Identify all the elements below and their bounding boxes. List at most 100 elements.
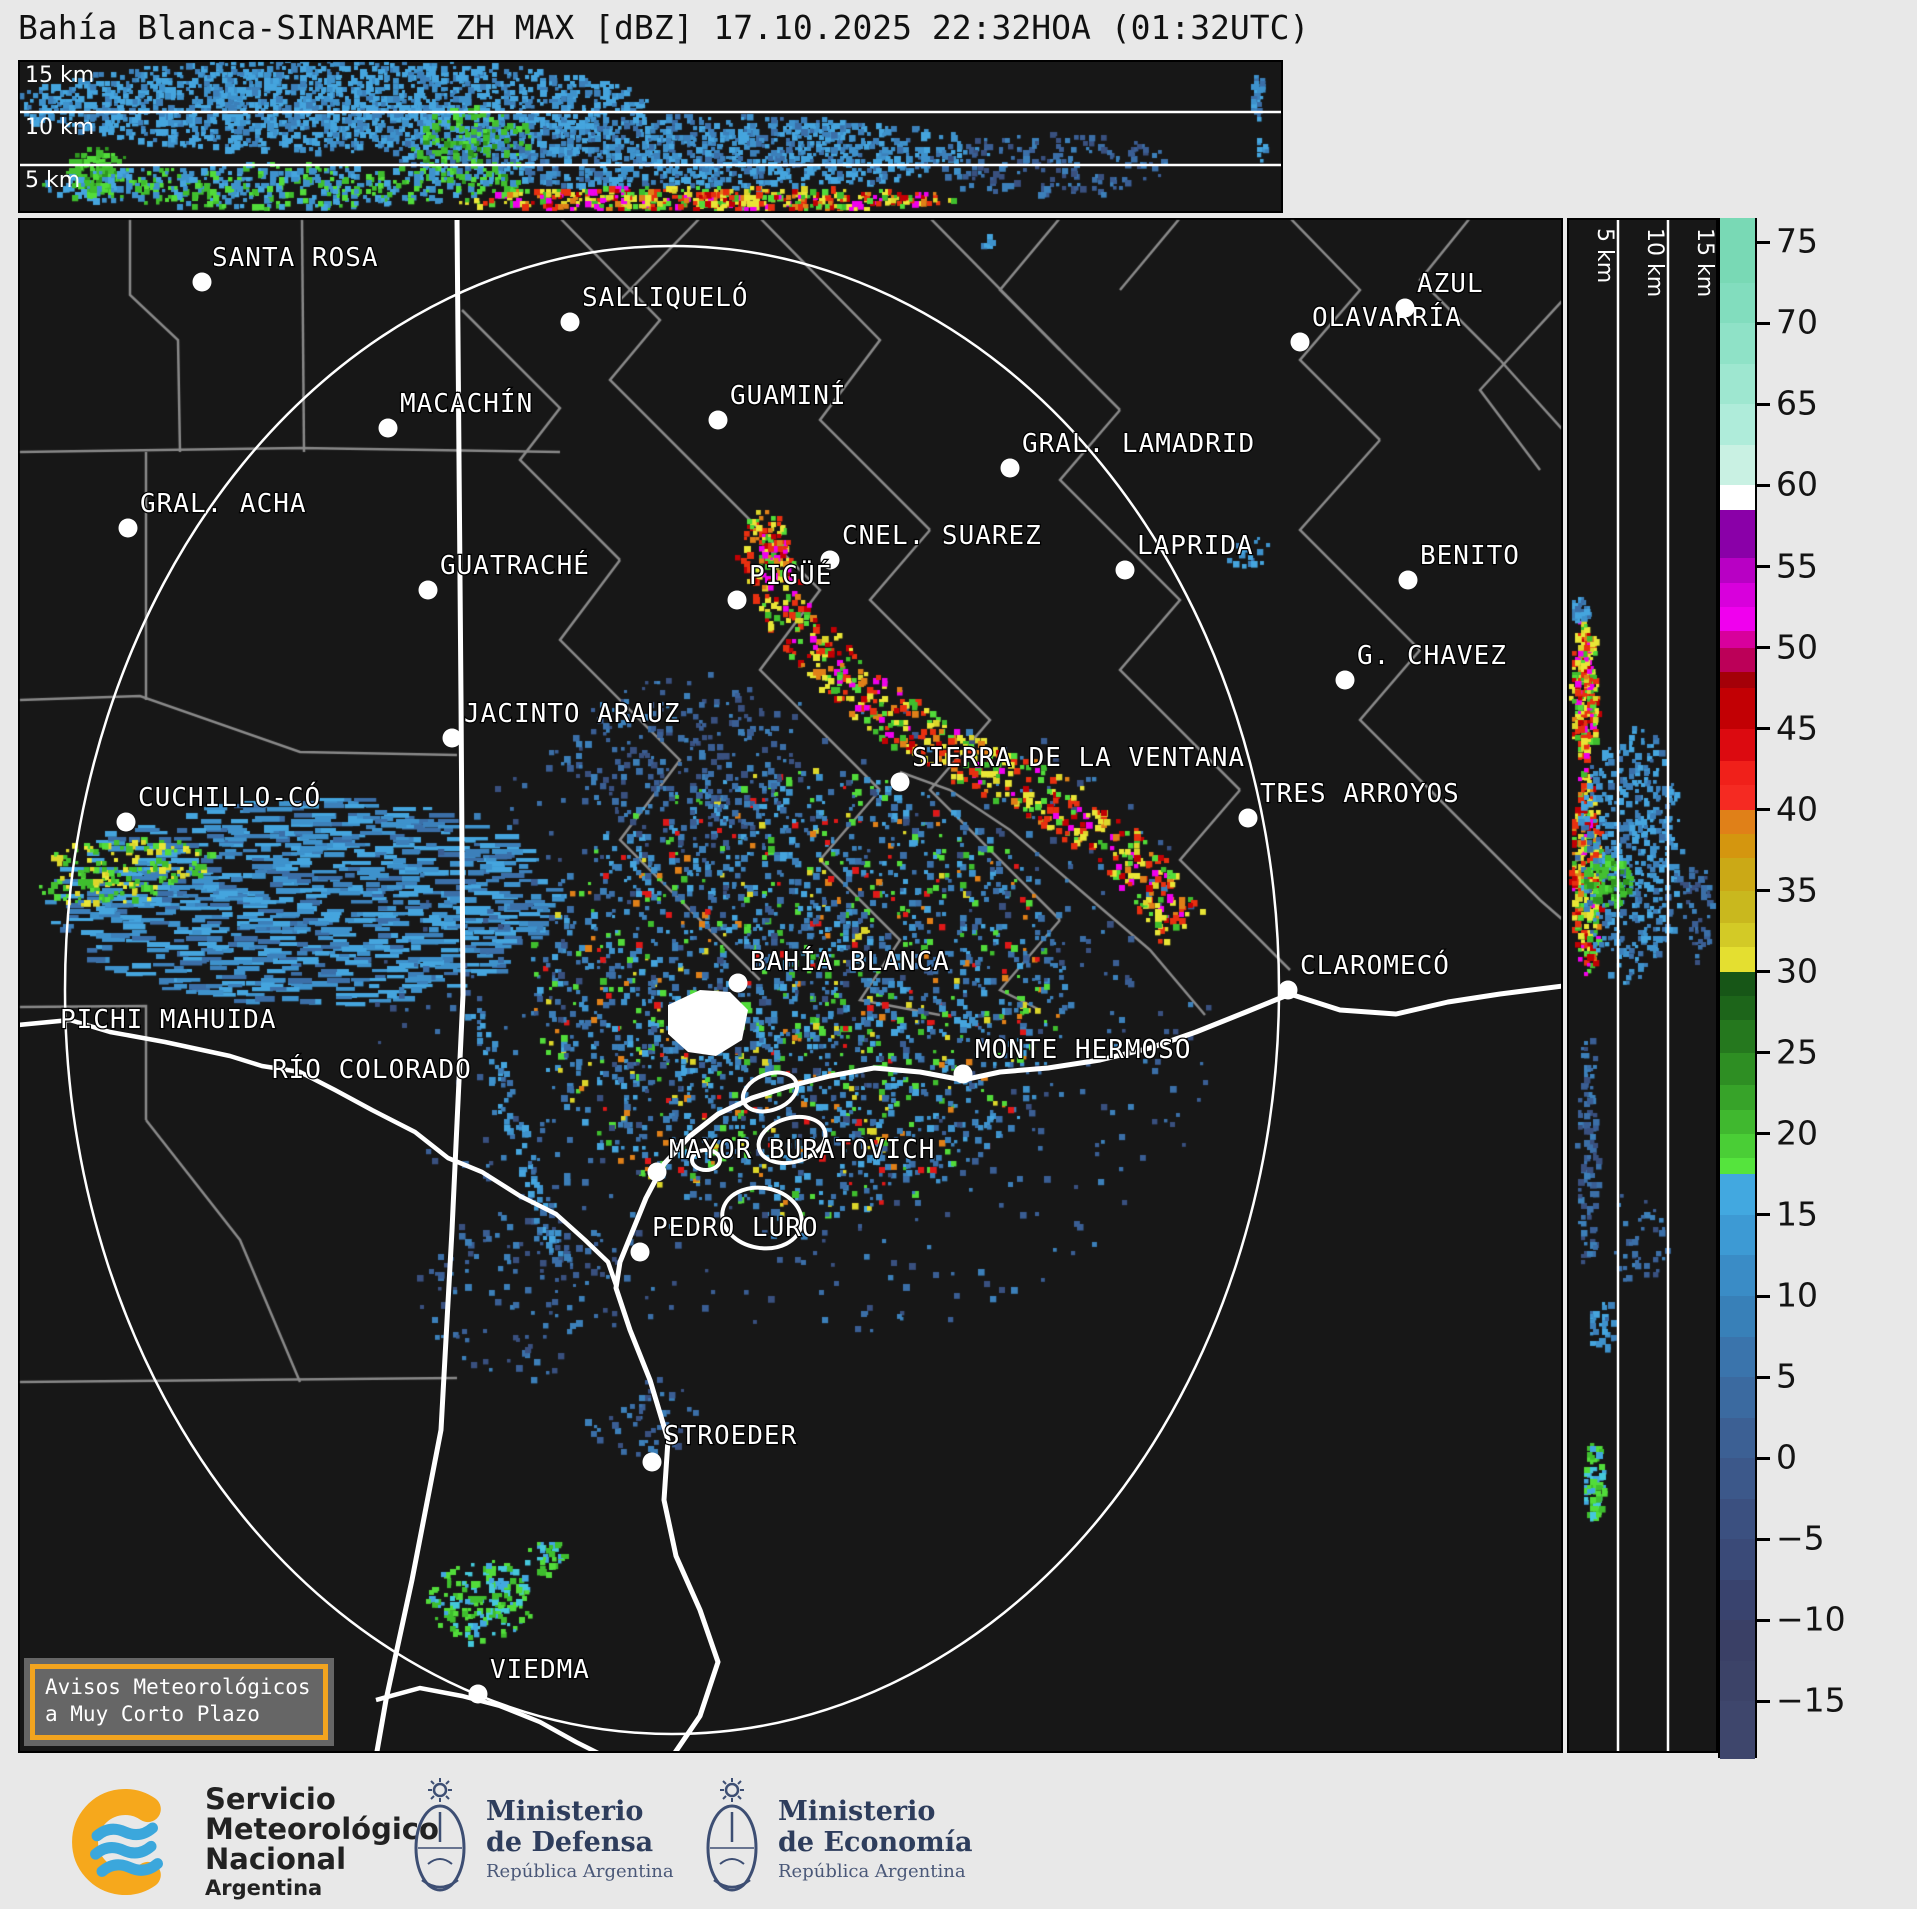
smn-wordmark: Servicio Meteorológico Nacional Argentin…: [205, 1784, 439, 1900]
colorbar-segment: [1720, 785, 1755, 811]
city-dot: [1000, 458, 1020, 478]
city-label: TRES ARROYOS: [1260, 779, 1460, 809]
colorbar-tick-label: 50: [1776, 627, 1818, 667]
city-label: PIGÜÉ: [749, 559, 832, 591]
city-dot: [727, 590, 747, 610]
city-label: GUAMINÍ: [730, 379, 847, 411]
city-dot: [647, 1162, 667, 1182]
city-dot: [642, 1452, 662, 1472]
colorbar-tick-label: −5: [1776, 1518, 1825, 1558]
colorbar-segment: [1720, 1020, 1755, 1054]
colorbar-tick-label: 20: [1776, 1113, 1818, 1153]
colorbar-tick-mark: [1757, 1294, 1770, 1298]
colorbar-tick-mark: [1757, 1537, 1770, 1541]
city-dot: [890, 772, 910, 792]
colorbar-tick-label: 30: [1776, 951, 1818, 991]
city-dot: [468, 1684, 488, 1704]
smn-line-1: Servicio: [205, 1782, 336, 1816]
colorbar-tick-label: 45: [1776, 708, 1818, 748]
city-label: CNEL. SUAREZ: [842, 521, 1042, 551]
colorbar-tick-mark: [1757, 727, 1770, 731]
economia-line-2: de Economía: [778, 1827, 973, 1858]
colorbar-tick-label: 65: [1776, 384, 1818, 424]
colorbar-tick-mark: [1757, 483, 1770, 487]
city-label: OLAVARRÍA: [1312, 301, 1462, 333]
city-label: MAYOR BURATOVICH: [669, 1135, 935, 1165]
colorbar-tick-mark: [1757, 240, 1770, 244]
colorbar-segment: [1720, 1377, 1755, 1419]
city-label: MONTE HERMOSO: [975, 1035, 1192, 1065]
city-dot: [1238, 808, 1258, 828]
map-vector-layer: SANTA ROSA SALLIQUELÓ GUAMINÍ MACACHÍN GRAL.…: [20, 220, 1561, 1751]
city-dot: [192, 272, 212, 292]
range-ring: [63, 244, 1281, 1736]
colorbar-tick-mark: [1757, 402, 1770, 406]
defensa-sub: República Argentina: [486, 1861, 674, 1882]
colorbar-segment: [1720, 996, 1755, 1021]
colorbar-tick-label: 5: [1776, 1356, 1797, 1396]
colorbar-segment: [1720, 631, 1755, 649]
city-label: CUCHILLO-CÓ: [138, 781, 321, 813]
estuary-island: [756, 1114, 828, 1166]
city-label: SANTA ROSA: [212, 243, 379, 273]
colorbar-segment: [1720, 1109, 1755, 1135]
colorbar-segment: [1720, 1336, 1755, 1378]
colorbar-tick-mark: [1757, 889, 1770, 893]
colorbar-segment: [1720, 809, 1755, 835]
city-label: AZUL: [1417, 269, 1484, 299]
city-dot: [953, 1064, 973, 1084]
colorbar-segment: [1720, 558, 1755, 584]
colorbar-segment: [1720, 363, 1755, 406]
colorbar-segment: [1720, 485, 1755, 511]
colorbar-segment: [1720, 282, 1755, 324]
colorbar-segment: [1720, 1701, 1755, 1759]
city-label: STROEDER: [664, 1421, 797, 1451]
smn-line-3: Nacional: [205, 1842, 347, 1876]
city-dot: [728, 973, 748, 993]
colorbar-tick-label: 0: [1776, 1437, 1797, 1477]
colorbar-tick-mark: [1757, 646, 1770, 650]
colorbar-segment: [1720, 947, 1755, 973]
estuary-island: [690, 1148, 722, 1172]
city-dot: [1278, 980, 1298, 1000]
colorbar-tick-mark: [1757, 970, 1770, 974]
city-label: MACACHÍN: [400, 387, 533, 419]
colorbar-tick-label: 10: [1776, 1275, 1818, 1315]
city-dot: [378, 418, 398, 438]
colorbar-segment: [1720, 323, 1755, 365]
smn-sub: Argentina: [205, 1876, 323, 1900]
altitude-label: 15 km: [1692, 228, 1717, 297]
city-label: JACINTO ARAUZ: [464, 699, 681, 729]
economia-wordmark: Ministerio de Economía República Argenti…: [778, 1796, 972, 1882]
city-label: CLAROMECÓ: [1300, 949, 1450, 981]
colorbar-tick-label: 25: [1776, 1032, 1818, 1072]
colorbar-tick-label: −15: [1776, 1680, 1846, 1720]
colorbar-tick-mark: [1757, 321, 1770, 325]
colorbar-segment: [1720, 834, 1755, 859]
colorbar-segment: [1720, 923, 1755, 949]
colorbar-tick-mark: [1757, 1618, 1770, 1622]
altitude-label: 15 km: [25, 63, 94, 88]
city-label: LAPRIDA: [1137, 531, 1254, 561]
colorbar-tick-label: 60: [1776, 465, 1818, 505]
estuary-island: [720, 1185, 804, 1251]
city-dot: [820, 550, 840, 570]
colorbar-segment: [1720, 242, 1755, 284]
city-dot: [1115, 560, 1135, 580]
colorbar-segment: [1720, 1085, 1755, 1111]
colorbar-segment: [1720, 1052, 1755, 1086]
defensa-line-2: de Defensa: [486, 1827, 654, 1858]
smn-logo-icon: [72, 1789, 163, 1895]
altitude-label: 5 km: [1592, 228, 1617, 283]
city-dot: [560, 312, 580, 332]
altitude-label: 10 km: [1642, 228, 1667, 297]
colorbar-segment: [1720, 1255, 1755, 1297]
colorbar-segment: [1720, 647, 1755, 673]
city-dot: [1290, 332, 1310, 352]
defensa-line-1: Ministerio: [486, 1796, 644, 1827]
colorbar-segment: [1720, 1458, 1755, 1500]
altitude-label: 5 km: [25, 168, 80, 193]
